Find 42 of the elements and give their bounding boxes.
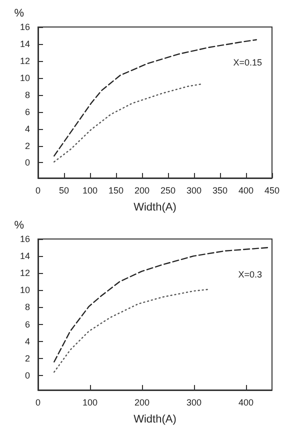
x-tick-label: 200	[134, 398, 150, 408]
x-tick-label: 0	[35, 398, 41, 408]
y-tick-label: 0	[24, 370, 30, 380]
y-axis-title: %	[14, 220, 24, 232]
x-tick-label: 300	[186, 186, 202, 196]
x-tick-label: 350	[212, 186, 228, 196]
y-tick-label: 6	[24, 106, 30, 117]
y-tick-label: 6	[24, 319, 30, 330]
x-tick-label: 400	[238, 398, 254, 408]
line-series	[54, 83, 204, 162]
x-axis-title: Width(A)	[134, 202, 176, 214]
y-tick-label: 14	[20, 251, 30, 262]
y-tick-label: 2	[24, 353, 30, 364]
y-tick-label: 2	[24, 140, 30, 151]
y-tick-label: 12	[20, 268, 30, 278]
y-tick-label: 0	[24, 158, 30, 168]
y-tick-label: 10	[20, 285, 30, 296]
y-tick-label: 4	[24, 336, 30, 346]
x-tick-label: 200	[134, 186, 150, 196]
x-tick-label: 450	[264, 186, 280, 196]
annotation: X=0.3	[238, 270, 262, 280]
line-series	[54, 288, 210, 373]
y-tick-label: 8	[24, 302, 30, 312]
y-tick-label: 8	[24, 90, 30, 100]
x-tick-label: 100	[82, 186, 98, 196]
line-series	[54, 246, 270, 362]
x-tick-label: 400	[238, 186, 254, 196]
y-tick-label: 16	[20, 22, 30, 32]
y-tick-label: 12	[20, 56, 30, 66]
y-tick-label: 10	[20, 72, 30, 83]
x-tick-label: 0	[35, 186, 41, 196]
x-tick-label: 50	[58, 186, 70, 196]
x-tick-label: 300	[186, 398, 202, 408]
y-axis-title: %	[14, 8, 24, 20]
y-tick-label: 16	[20, 234, 30, 244]
x-axis-title: Width(A)	[134, 414, 176, 426]
y-tick-label: 14	[20, 38, 30, 49]
annotation: X=0.15	[233, 58, 262, 68]
y-tick-label: 4	[24, 124, 30, 134]
x-tick-label: 100	[82, 398, 98, 408]
x-tick-label: 150	[108, 186, 124, 196]
x-tick-label: 250	[160, 186, 176, 196]
